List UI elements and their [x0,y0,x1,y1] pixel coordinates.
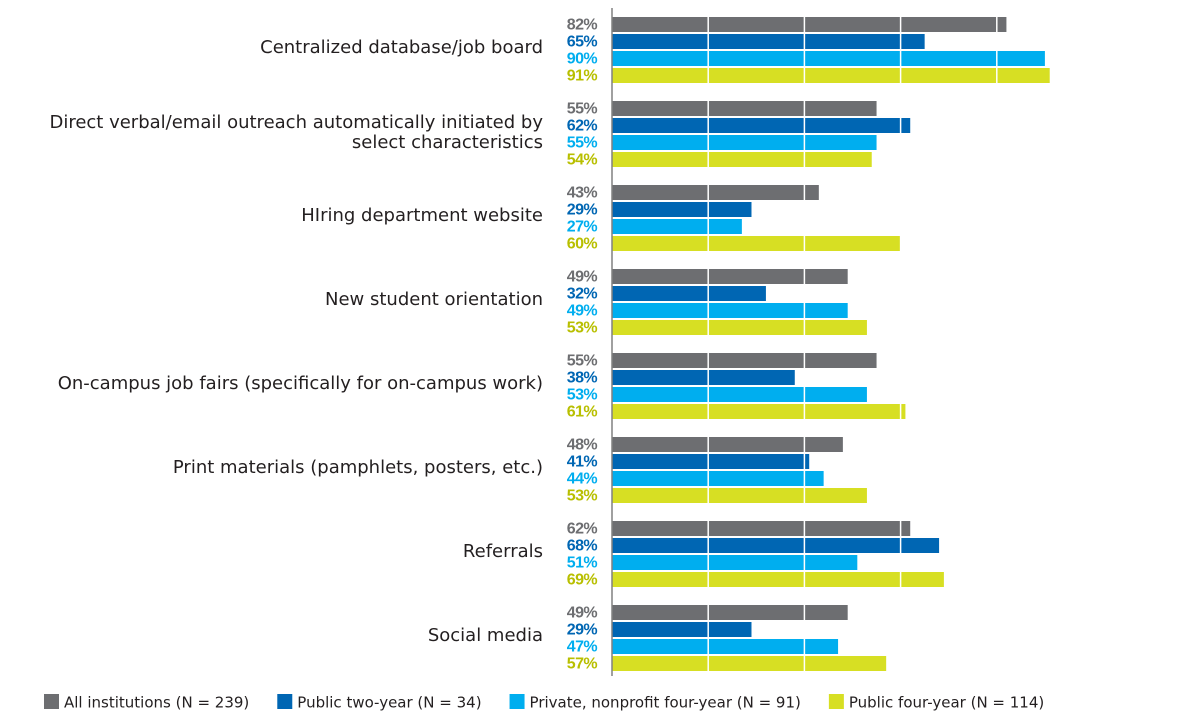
value-label: 62% [567,521,598,538]
legend-swatch [509,694,525,709]
bar [612,185,819,200]
value-label: 91% [567,68,598,85]
bar [612,303,848,318]
value-label: 48% [567,437,598,454]
value-label: 38% [567,370,598,387]
value-label: 55% [567,101,598,118]
category-label: Social media [428,625,543,646]
bar [612,605,848,620]
bar [612,101,877,116]
value-label: 44% [567,471,598,488]
bar [612,639,839,654]
value-label: 55% [567,135,598,152]
bar [612,51,1045,66]
bar [612,572,944,587]
value-label: 69% [567,572,598,589]
bar [612,656,887,671]
bar [612,17,1007,32]
value-label: 60% [567,236,598,253]
bar [612,236,901,251]
category-label: Direct verbal/email outreach automatical… [49,112,543,153]
bar [612,471,824,486]
value-label: 68% [567,538,598,555]
category-label: Centralized database/job board [260,37,543,58]
bar [612,68,1050,83]
bar [612,370,795,385]
bar [612,454,810,469]
value-label: 54% [567,152,598,169]
value-label: 53% [567,320,598,337]
value-label: 53% [567,488,598,505]
value-label: 53% [567,387,598,404]
value-label: 90% [567,51,598,68]
category-label: HIring department website [301,205,543,226]
bar [612,286,766,301]
bar [612,353,877,368]
value-label: 51% [567,555,598,572]
value-label: 57% [567,656,598,673]
bar [612,622,752,637]
legend-label: Public two-year (N = 34) [297,694,481,712]
value-label: 62% [567,118,598,135]
bar [612,488,867,503]
value-label: 47% [567,639,598,656]
category-label: Referrals [463,541,543,562]
bar [612,118,911,133]
value-label: 29% [567,202,598,219]
value-label: 43% [567,185,598,202]
bar [612,437,843,452]
bar [612,320,867,335]
legend-swatch [828,694,844,709]
value-label: 49% [567,303,598,320]
category-label: New student orientation [325,289,543,310]
legend-swatch [277,694,293,709]
legend-label: All institutions (N = 239) [64,694,249,712]
legend-label: Public four-year (N = 114) [849,694,1044,712]
value-label: 55% [567,353,598,370]
bar [612,202,752,217]
value-label: 49% [567,269,598,286]
value-label: 27% [567,219,598,236]
bar [612,269,848,284]
value-label: 41% [567,454,598,471]
bar [612,555,858,570]
bar [612,219,742,234]
bar [612,135,877,150]
bar [612,34,925,49]
value-label: 82% [567,17,598,34]
category-label: Print materials (pamphlets, posters, etc… [173,457,543,478]
value-label: 61% [567,404,598,421]
bar [612,387,867,402]
category-label: On-campus job fairs (specifically for on… [58,373,543,394]
legend-label: Private, nonprofit four-year (N = 91) [530,694,801,712]
value-label: 49% [567,605,598,622]
value-label: 29% [567,622,598,639]
bar [612,538,940,553]
legend-swatch [44,694,59,709]
value-label: 32% [567,286,598,303]
bar [612,404,906,419]
bar [612,521,911,536]
bar [612,152,872,167]
value-label: 65% [567,34,598,51]
